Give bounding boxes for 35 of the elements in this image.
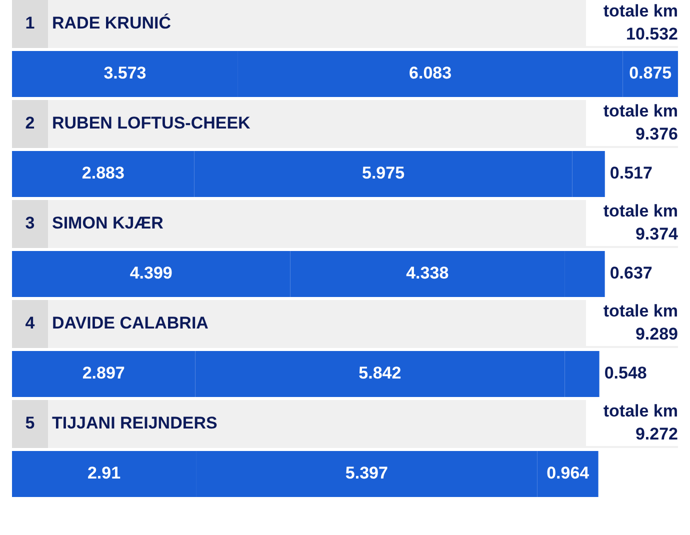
data-label: 3.573 [104, 64, 146, 83]
data-label: 0.875 [629, 64, 672, 83]
y-tick-label: RADE KRUNIĆ [52, 12, 171, 33]
y-tick-label: RUBEN LOFTUS-CHEEK [52, 114, 252, 133]
data-label: 0.637 [610, 264, 652, 283]
annotation: totale km [603, 2, 678, 21]
y-tick-label: TIJJANI REIJNDERS [52, 414, 218, 433]
data-label: 2.883 [82, 164, 124, 183]
data-label: 5.842 [358, 364, 402, 383]
data-label: 4.338 [406, 264, 449, 283]
annotation: 3 [25, 214, 35, 233]
annotation: 10.532 [626, 24, 678, 44]
data-label: 0.964 [546, 464, 590, 483]
annotation: 9.374 [635, 224, 679, 244]
annotation: 4 [25, 314, 36, 333]
annotation: 9.289 [635, 324, 678, 344]
text: totale km [603, 102, 678, 121]
annotation: 1 [25, 14, 35, 33]
data-label: 0.548 [604, 364, 647, 383]
annotation: 5 [25, 414, 35, 433]
data-label: 5.397 [345, 464, 388, 483]
y-tick-label: DAVIDE CALABRIA [52, 314, 208, 333]
data-label: 5.975 [362, 164, 405, 183]
text: totale km [603, 202, 678, 221]
data-label: 2.91 [87, 464, 121, 483]
annotation: 9.272 [635, 424, 678, 444]
data-label: 6.083 [409, 64, 452, 83]
data-label: 0.517 [610, 164, 652, 183]
annotation: 2 [25, 114, 35, 133]
text: totale km [603, 402, 678, 421]
data-label: 2.897 [82, 364, 125, 383]
text: totale km [603, 302, 678, 321]
data-label: 4.399 [130, 264, 172, 283]
y-tick-label: SIMON KJÆR [52, 214, 164, 233]
annotation: 9.376 [635, 124, 678, 144]
